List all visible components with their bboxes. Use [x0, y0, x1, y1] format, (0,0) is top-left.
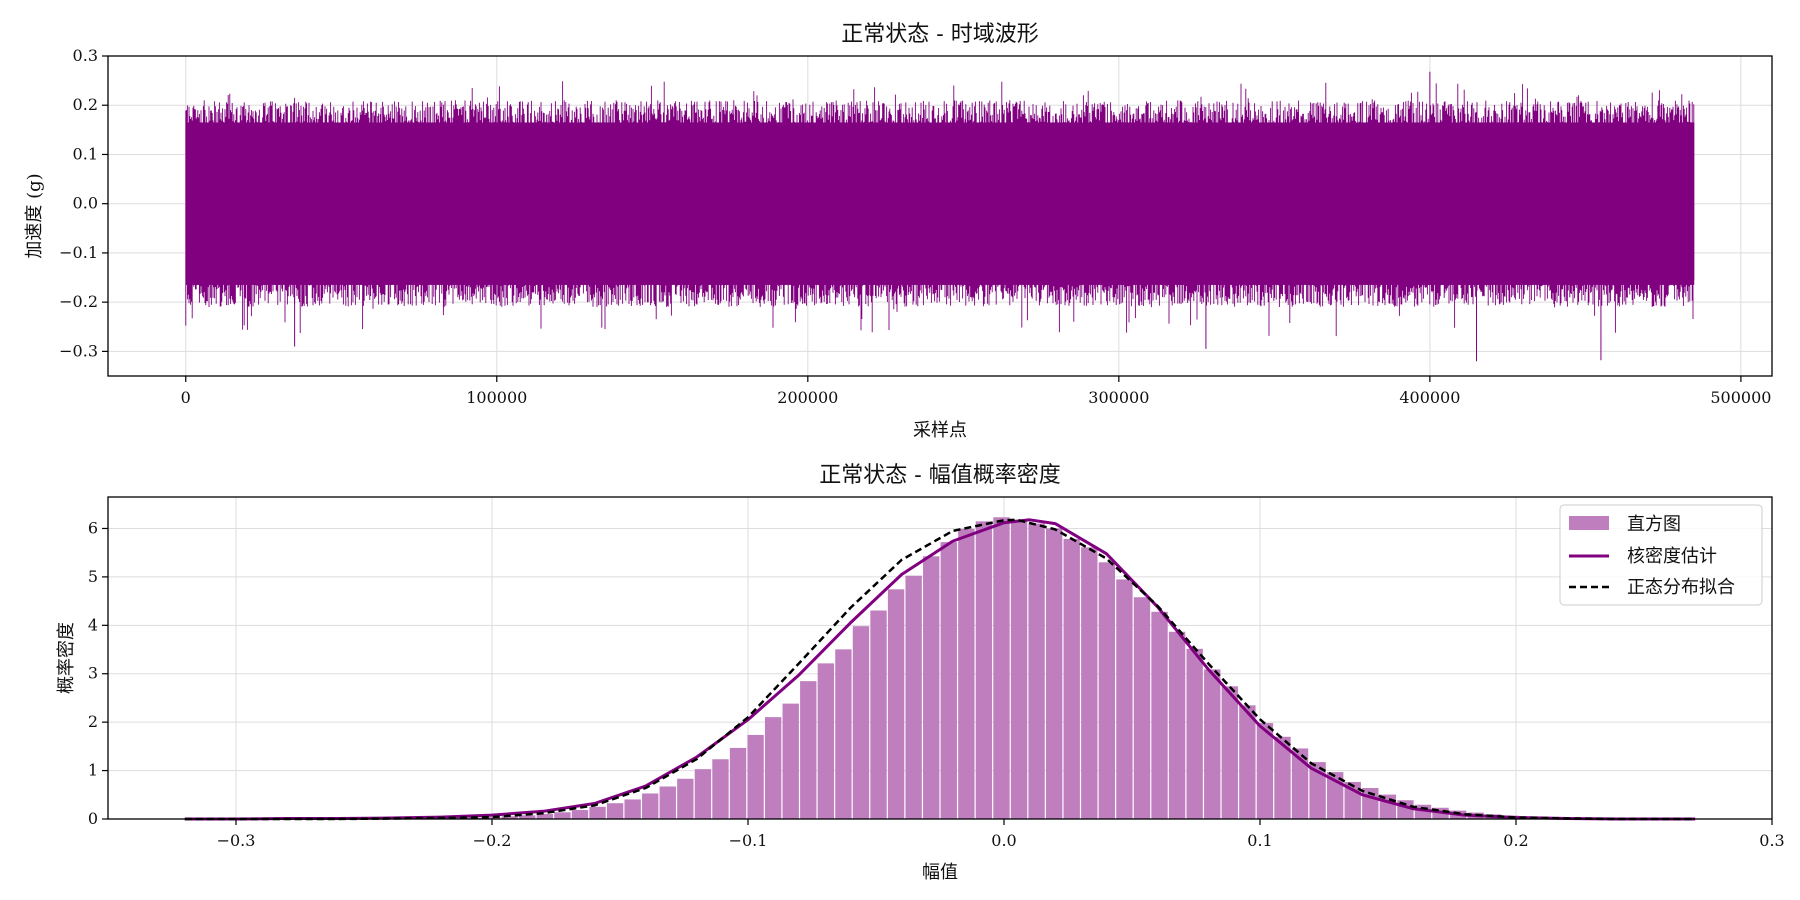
histogram-bar [659, 786, 676, 819]
density-ticks: −0.3 −0.2 −0.1 0.0 0.1 0.2 0.3 0 1 2 3 4 5 6 [88, 518, 1785, 850]
histogram-bar [800, 681, 817, 819]
legend-kde-label: 核密度估计 [1627, 546, 1717, 567]
histogram-bar [554, 812, 571, 819]
density-title: 正常状态 - 幅值概率密度 [819, 463, 1060, 488]
histogram-bar [571, 810, 589, 819]
histogram-bar [958, 528, 975, 819]
density-histogram [185, 517, 1695, 819]
histogram-bar [712, 759, 729, 819]
density-xlabel: 幅值 [922, 862, 958, 883]
density-xtick-label: −0.2 [473, 831, 512, 850]
histogram-bar [624, 799, 641, 819]
time-ytick-label: −0.1 [59, 243, 98, 262]
density-ytick-label: 6 [88, 518, 98, 537]
time-ytick-label: 0.2 [73, 95, 98, 114]
time-xtick-label: 0 [181, 388, 191, 407]
histogram-bar [993, 517, 1010, 819]
density-ytick-label: 1 [88, 761, 98, 780]
time-domain-waveform [185, 71, 1695, 362]
histogram-bar [870, 610, 887, 819]
histogram-bar [1081, 547, 1098, 819]
histogram-bar [1274, 736, 1291, 819]
histogram-bar [1168, 631, 1186, 819]
histogram-bar [1291, 748, 1309, 819]
normal-fit-line [184, 518, 1696, 821]
time-domain-axes-frame [107, 55, 1773, 377]
histogram-bar [694, 769, 712, 819]
density-xtick-label: 0.1 [1247, 831, 1272, 850]
legend-box [1559, 504, 1763, 606]
histogram-bar [1045, 528, 1063, 819]
time-domain-panel: 0 100000 200000 300000 400000 500000 −0.3 −0.2 −… [24, 22, 1773, 441]
histogram-bar [940, 542, 957, 819]
histogram-bar [483, 817, 501, 819]
histogram-bar [1186, 648, 1203, 819]
histogram-bar [1116, 579, 1133, 819]
time-xtick-label: 300000 [1088, 388, 1149, 407]
histogram-bar [589, 806, 606, 819]
histogram-bar [1028, 523, 1045, 819]
time-domain-ticks: 0 100000 200000 300000 400000 500000 −0.3 −0.2 −… [59, 46, 1771, 407]
density-ytick-label: 3 [88, 664, 98, 683]
histogram-bar [1151, 611, 1168, 819]
histogram-bar [852, 626, 870, 819]
legend-normal-label: 正态分布拟合 [1627, 577, 1735, 598]
density-xtick-label: 0.2 [1503, 831, 1528, 850]
time-ytick-label: 0.1 [73, 144, 98, 163]
density-xtick-label: 0.3 [1759, 831, 1784, 850]
time-xtick-label: 100000 [466, 388, 527, 407]
density-lines [184, 518, 1696, 821]
histogram-bar [887, 589, 905, 819]
time-ytick-label: −0.2 [59, 292, 98, 311]
density-xtick-label: 0.0 [991, 831, 1016, 850]
density-ytick-label: 0 [88, 809, 98, 828]
time-xtick-label: 200000 [777, 388, 838, 407]
histogram-bar [501, 816, 518, 819]
density-ytick-label: 5 [88, 567, 98, 586]
time-ytick-label: 0.0 [73, 194, 98, 213]
histogram-bar [905, 575, 922, 819]
histogram-bar [782, 703, 799, 819]
time-xtick-label: 400000 [1399, 388, 1460, 407]
histogram-bar [642, 793, 659, 819]
time-domain-xlabel: 采样点 [913, 420, 967, 441]
histogram-bar [606, 803, 624, 819]
histogram-bar [1204, 669, 1221, 819]
histogram-bar [677, 778, 694, 819]
density-ytick-label: 2 [88, 712, 98, 731]
histogram-bar [1239, 705, 1256, 819]
legend-histogram-label: 直方图 [1627, 514, 1681, 535]
waveform-spikes [185, 81, 1695, 337]
time-domain-ylabel: 加速度 (g) [24, 173, 45, 258]
density-xtick-label: −0.1 [729, 831, 768, 850]
histogram-bar [1309, 762, 1326, 819]
histogram-bar [1133, 597, 1151, 819]
density-xtick-label: −0.3 [217, 831, 256, 850]
density-legend: 直方图 核密度估计 正态分布拟合 [1559, 504, 1763, 606]
histogram-bar [729, 747, 747, 819]
histogram-bar [975, 521, 993, 819]
density-ylabel: 概率密度 [56, 622, 77, 694]
histogram-bar [835, 649, 852, 819]
histogram-bar [923, 556, 940, 819]
density-axes-frame [107, 496, 1773, 820]
histogram-bar [1063, 538, 1080, 819]
time-ytick-label: −0.3 [59, 341, 98, 360]
histogram-bar [1256, 723, 1274, 819]
histogram-bar [747, 734, 764, 819]
time-xtick-label: 500000 [1710, 388, 1771, 407]
legend-histogram-swatch [1569, 516, 1609, 530]
density-ytick-label: 4 [88, 615, 98, 634]
histogram-bar [536, 814, 554, 819]
histogram-bar [764, 717, 782, 819]
histogram-bar [1221, 686, 1238, 819]
histogram-bar [519, 815, 536, 819]
histogram-bar [1010, 519, 1028, 819]
histogram-bar [817, 663, 835, 819]
density-panel: −0.3 −0.2 −0.1 0.0 0.1 0.2 0.3 0 1 2 3 4 5 6 正常状态 - 幅… [56, 463, 1785, 883]
time-ytick-label: 0.3 [73, 46, 98, 65]
time-domain-title: 正常状态 - 时域波形 [841, 22, 1038, 47]
histogram-bar [1098, 562, 1116, 819]
